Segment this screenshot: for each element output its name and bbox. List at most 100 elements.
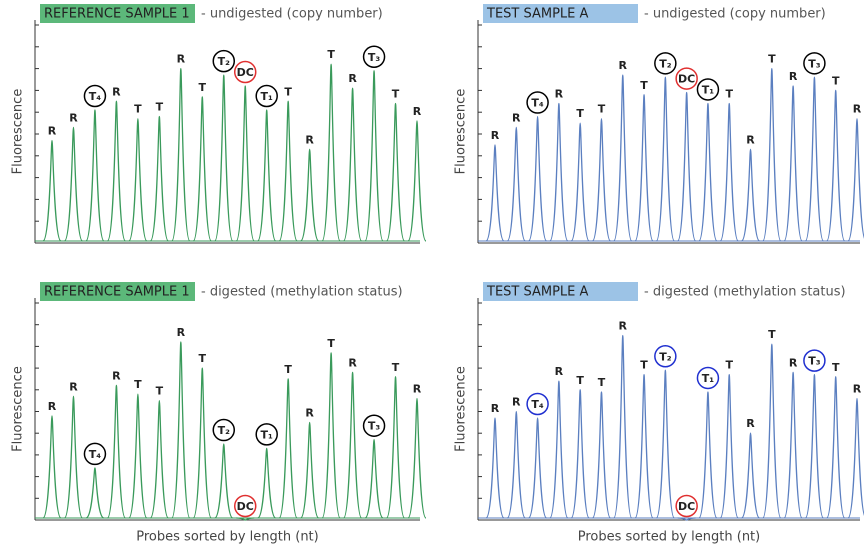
peak-label: T (576, 374, 584, 387)
peak (300, 148, 320, 242)
peak-label: R (48, 125, 57, 138)
peak-label: R (177, 326, 186, 339)
peak (192, 96, 212, 242)
peak-label: R (491, 129, 500, 142)
peak-label: T (640, 359, 648, 372)
peak (847, 118, 864, 242)
panel-subtitle: - digested (methylation status) (201, 285, 403, 300)
label-circle (362, 414, 386, 437)
peak (385, 376, 406, 519)
peak (364, 70, 384, 242)
peak (570, 389, 590, 519)
peak (342, 87, 363, 242)
label-circle (696, 366, 720, 390)
peak (677, 91, 697, 242)
peak-label: T (327, 48, 335, 61)
peak-label: T (576, 107, 584, 120)
peak-label: R (112, 369, 121, 382)
x-axis-label: Probes sorted by length (nt) (578, 530, 760, 545)
peak-label: T₃ (808, 355, 821, 368)
peak (698, 102, 718, 242)
label-circle (803, 349, 826, 372)
panel-title: REFERENCE SAMPLE 1 (44, 285, 190, 300)
peak-label: T₂ (218, 424, 231, 437)
peak (214, 74, 234, 242)
peak (677, 517, 696, 521)
peak-label: R (48, 400, 57, 413)
peak (506, 410, 526, 519)
y-axis-label: Fluorescence (11, 89, 26, 175)
peak (149, 115, 169, 242)
peak (278, 378, 298, 519)
peak-label: T₂ (659, 350, 672, 363)
label-circle (526, 91, 549, 114)
peak-label: T (156, 101, 164, 114)
peak-label: T₂ (218, 55, 231, 68)
peak-label: T (327, 337, 335, 350)
title-box (40, 282, 195, 301)
peak-label: R (413, 382, 422, 395)
y-axis-label: Fluorescence (11, 366, 26, 452)
peak-label: T₄ (89, 90, 102, 103)
peak-label: R (619, 320, 628, 333)
peak-label: T₁ (702, 372, 715, 385)
label-circle (654, 52, 677, 75)
peak (321, 63, 341, 242)
title-box (483, 282, 638, 301)
peak-label: T (768, 53, 776, 66)
peak (257, 447, 277, 519)
peak-label: T₃ (368, 420, 381, 433)
peak-label: T (134, 103, 142, 116)
peak-label: T₄ (531, 398, 544, 411)
peak (235, 85, 255, 242)
peak-label: T₄ (531, 97, 544, 110)
peak-label: T (598, 103, 606, 116)
label-circle (362, 45, 386, 69)
peak (655, 76, 675, 242)
title-box (40, 4, 195, 23)
peak-label: R (789, 70, 798, 83)
peak-label: T (768, 328, 776, 341)
peak (527, 417, 548, 519)
peak (63, 395, 84, 519)
peak (257, 109, 277, 242)
peak (171, 341, 191, 519)
peak (613, 74, 633, 242)
peak (847, 397, 864, 519)
label-circle (803, 52, 826, 75)
peak (698, 391, 718, 519)
label-circle (212, 418, 236, 442)
y-axis-label: Fluorescence (454, 366, 469, 452)
title-box (483, 4, 638, 23)
peak-label: R (69, 380, 78, 393)
peak-label: R (413, 105, 422, 118)
peak-label: R (491, 402, 500, 415)
peak (342, 371, 363, 519)
peak (407, 120, 427, 242)
peak (719, 373, 739, 519)
peak (826, 376, 846, 519)
peak (485, 417, 505, 519)
panel-title: TEST SAMPLE A (486, 285, 589, 300)
peak (485, 144, 505, 242)
peak (214, 443, 234, 519)
peak (634, 94, 654, 242)
peak (549, 102, 569, 242)
peak (783, 85, 803, 242)
label-circle (255, 84, 278, 108)
peak-label: R (305, 133, 314, 146)
peak-label: R (619, 59, 628, 72)
peak-label: R (746, 133, 755, 146)
peak-label: T (199, 81, 207, 94)
peak-label: T₁ (261, 428, 274, 441)
peak-label: T (725, 359, 733, 372)
peak-label: T₂ (659, 57, 672, 70)
peak-label: T (284, 85, 292, 98)
peak (171, 67, 191, 242)
panel-subtitle: - undigested (copy number) (201, 7, 383, 22)
label-circle (233, 494, 257, 518)
peak (364, 439, 384, 519)
panel-title: TEST SAMPLE A (486, 7, 589, 22)
peak (149, 399, 169, 519)
peak-label: R (512, 111, 521, 124)
